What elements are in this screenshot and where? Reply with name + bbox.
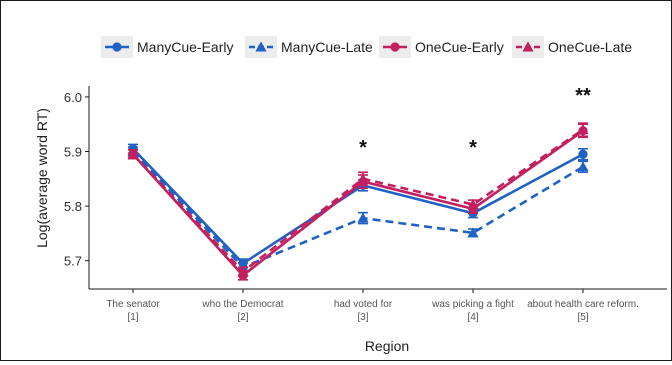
- x-tick-index: [4]: [467, 312, 478, 323]
- y-tick-label: 5.9: [64, 145, 82, 160]
- data-point: [578, 126, 588, 136]
- series-onecue-late: [127, 122, 589, 277]
- data-point: [468, 204, 478, 214]
- x-tick-label: was picking a fight: [431, 299, 514, 310]
- data-point: [358, 176, 368, 187]
- legend-box: [97, 31, 645, 63]
- x-tick-label: who the Democrat: [201, 299, 283, 310]
- legend-label: ManyCue-Early: [137, 39, 233, 55]
- x-tick-label: about health care reform.: [527, 299, 639, 310]
- data-point: [577, 161, 589, 172]
- legend-label: OneCue-Early: [415, 39, 504, 55]
- y-tick-label: 5.8: [64, 199, 82, 214]
- data-point: [238, 270, 248, 281]
- x-axis-label: Region: [365, 338, 409, 354]
- series-line: [132, 147, 584, 265]
- legend-label: OneCue-Late: [548, 39, 632, 55]
- legend-label: ManyCue-Late: [281, 39, 373, 55]
- y-tick-label: 5.7: [64, 254, 82, 269]
- x-tick-index: [5]: [577, 312, 588, 323]
- x-tick-index: [2]: [237, 312, 248, 323]
- legend-key-marker: [255, 41, 267, 52]
- data-point: [357, 212, 369, 223]
- x-tick-index: [1]: [127, 312, 138, 323]
- significance-marker: *: [469, 137, 477, 159]
- series-manycue-late: [127, 145, 589, 273]
- data-point: [128, 149, 138, 159]
- y-axis-label: Log(average word RT): [34, 108, 50, 248]
- data-point: [467, 227, 479, 238]
- significance-marker: **: [575, 85, 591, 107]
- x-tick-index: [3]: [357, 312, 368, 323]
- y-tick-label: 6.0: [64, 90, 82, 105]
- significance-marker: *: [359, 137, 367, 159]
- data-point: [578, 149, 588, 159]
- x-tick-label: had voted for: [334, 299, 393, 310]
- legend-key-marker: [390, 42, 400, 52]
- series-line: [132, 150, 584, 269]
- x-tick-label: The senator: [106, 299, 160, 310]
- legend: ManyCue-Early ManyCue-Late OneCue-Early One…: [97, 31, 645, 63]
- legend-key-marker: [522, 41, 534, 52]
- series-line: [132, 129, 584, 277]
- plot-area: 5.7 5.8 5.9 6.0 The senator [1] who the Democr…: [64, 85, 667, 323]
- legend-key-marker: [112, 42, 122, 52]
- series-line: [132, 128, 584, 273]
- data-point: [238, 258, 248, 269]
- series-onecue-early: [128, 123, 588, 281]
- series-manycue-early: [128, 143, 588, 269]
